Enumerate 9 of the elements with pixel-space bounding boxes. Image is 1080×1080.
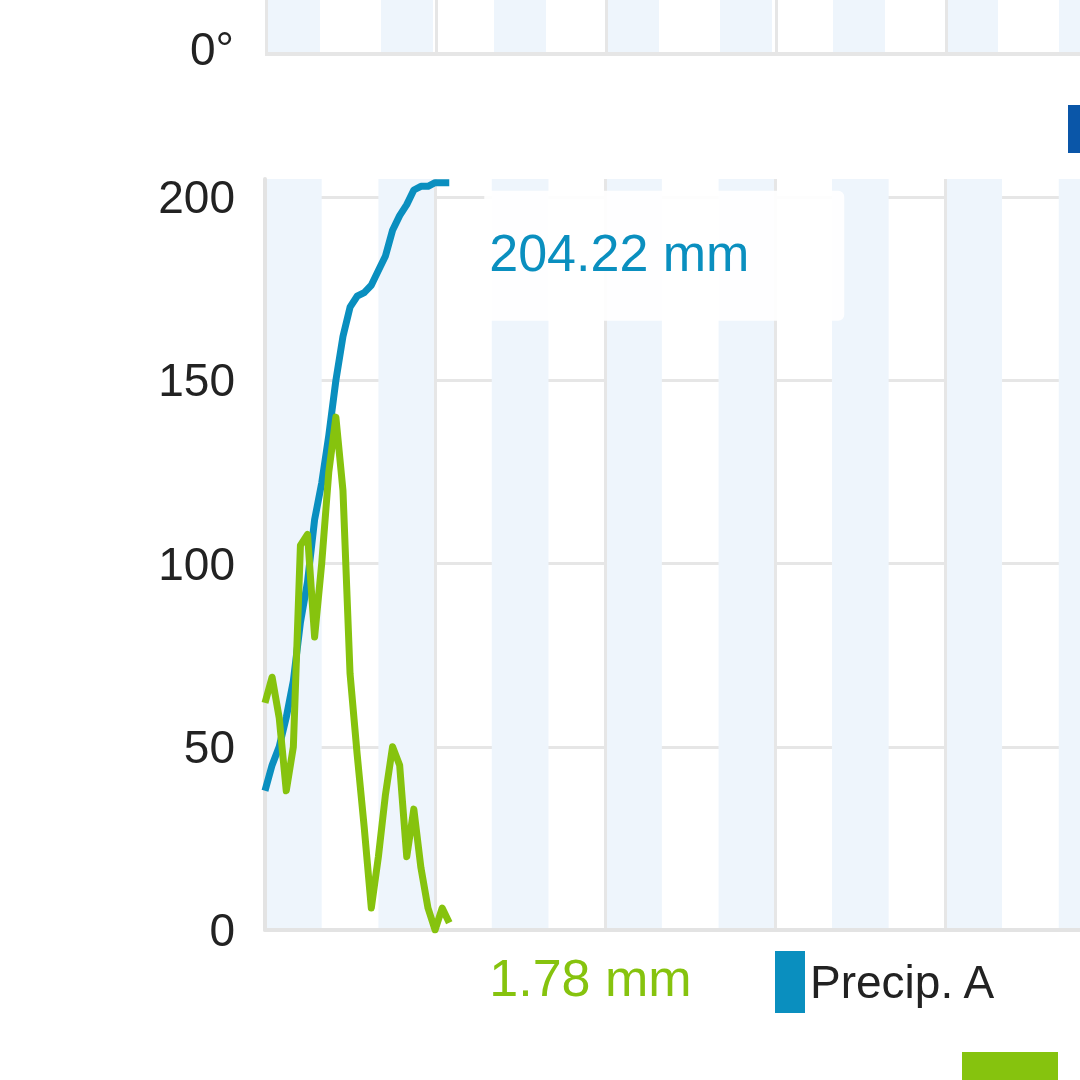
y-tick-label: 50 (183, 720, 235, 773)
text: 1.78 mm (489, 948, 692, 1007)
text: 0° (190, 22, 234, 76)
y-tick-label: 200 (158, 171, 235, 224)
y-tick-label: 0 (209, 904, 235, 956)
annotation: 204.22 mm (489, 223, 750, 282)
y-tick-label: 100 (158, 537, 235, 590)
legend-label: Precip. A (810, 956, 995, 1008)
y-tick-label: 150 (158, 354, 235, 407)
